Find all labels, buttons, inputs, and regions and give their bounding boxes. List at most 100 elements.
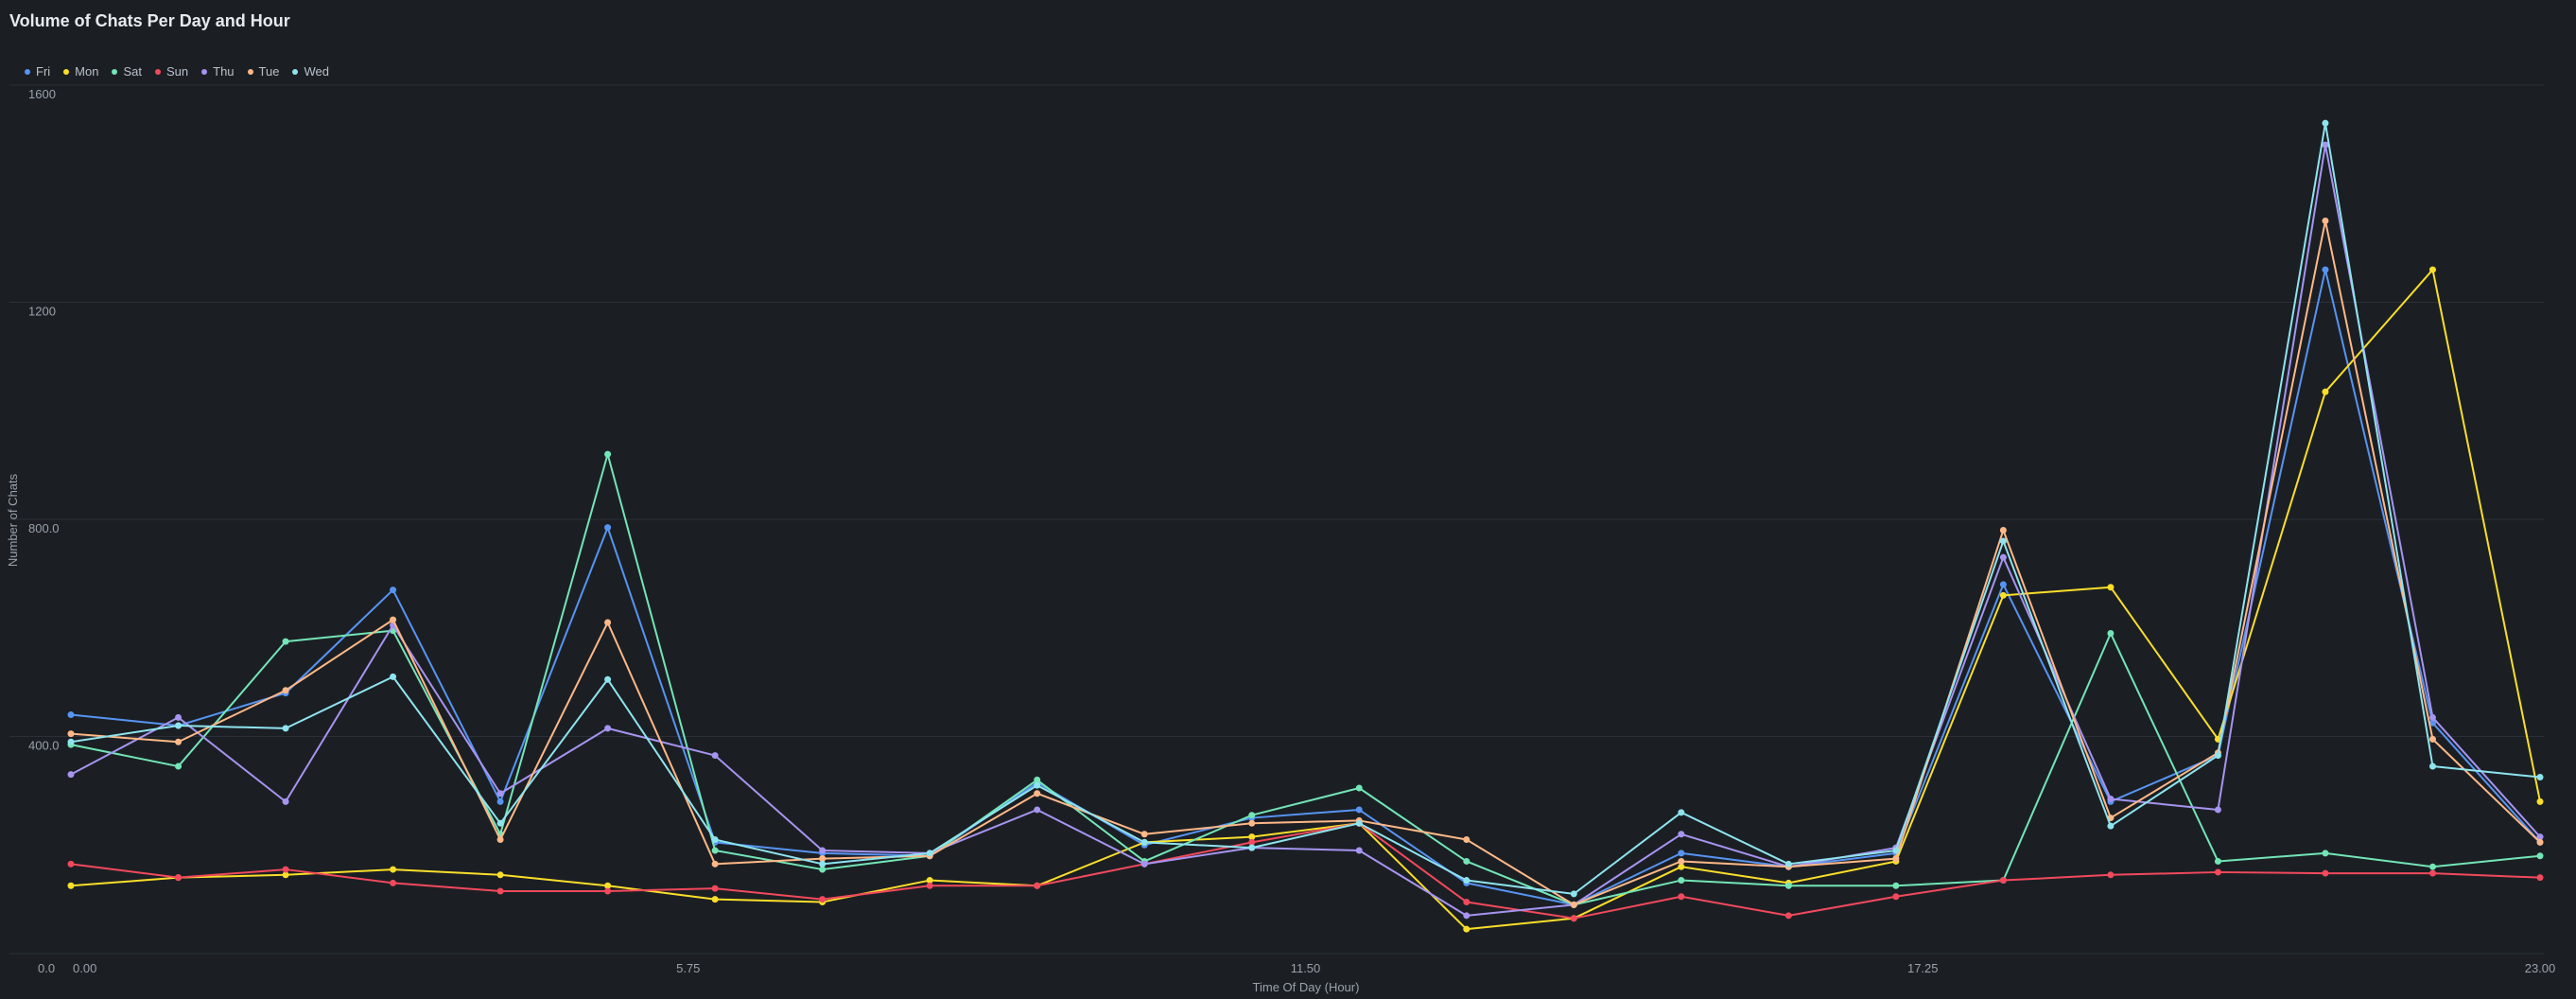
data-point-sun (711, 885, 719, 892)
data-point-fri (1678, 850, 1685, 857)
legend-swatch (63, 68, 70, 75)
data-point-tue (1463, 836, 1471, 844)
data-point-wed (1140, 838, 1148, 846)
data-point-sat (1784, 882, 1792, 889)
series-line-thu (70, 144, 2541, 917)
x-tick-label: 5.75 (676, 961, 700, 975)
data-point-thu (604, 725, 612, 732)
series-line-fri (70, 269, 2541, 906)
legend-item-wed[interactable]: Wed (292, 64, 329, 79)
data-point-wed (282, 725, 289, 732)
data-point-mon (604, 882, 612, 889)
data-point-wed (819, 860, 827, 868)
data-point-sun (2214, 868, 2221, 876)
data-point-wed (1034, 781, 1041, 789)
data-point-tue (1140, 831, 1148, 838)
legend-item-fri[interactable]: Fri (25, 64, 50, 79)
data-point-mon (1678, 863, 1685, 870)
legend-label: Fri (36, 64, 51, 79)
data-point-mon (1999, 591, 2007, 599)
data-point-wed (1355, 819, 1363, 827)
chart-title: Volume of Chats Per Day and Hour (9, 11, 290, 30)
data-point-thu (2214, 806, 2221, 814)
data-point-mon (1463, 925, 1471, 933)
data-point-tue (604, 619, 612, 626)
data-point-mon (2536, 797, 2544, 805)
data-point-sat (1034, 776, 1041, 783)
data-point-thu (2536, 833, 2544, 841)
data-point-sat (2107, 629, 2115, 637)
data-point-sun (604, 887, 612, 895)
data-point-wed (711, 836, 719, 844)
data-point-wed (1463, 877, 1471, 885)
data-point-sun (1463, 898, 1471, 905)
legend-label: Sun (165, 64, 189, 79)
data-point-tue (2536, 838, 2544, 846)
data-point-wed (2428, 762, 2436, 770)
data-point-thu (1140, 860, 1148, 868)
data-point-sun (926, 882, 933, 889)
data-point-tue (496, 836, 504, 844)
data-point-tue (1892, 855, 1900, 863)
legend-item-sat[interactable]: Sat (112, 64, 142, 79)
data-point-wed (1570, 890, 1577, 898)
series-line-wed (70, 122, 2541, 895)
data-point-sun (1034, 882, 1041, 889)
data-point-wed (1999, 537, 2007, 545)
data-point-mon (2428, 266, 2436, 273)
data-point-tue (175, 738, 183, 745)
data-point-sun (1570, 915, 1577, 922)
legend-item-tue[interactable]: Tue (247, 64, 279, 79)
data-point-wed (2536, 774, 2544, 781)
x-axis-label: Time Of Day (Hour) (1253, 980, 1360, 994)
data-point-wed (2107, 822, 2115, 830)
data-point-sat (2428, 863, 2436, 870)
y-tick-label: 400.0 (28, 739, 60, 753)
data-point-sun (1678, 893, 1685, 901)
data-point-sun (819, 896, 827, 903)
data-point-wed (175, 722, 183, 729)
x-tick-label: 17.25 (1907, 961, 1939, 975)
legend-item-mon[interactable]: Mon (63, 64, 98, 79)
data-point-fri (1355, 806, 1363, 814)
data-point-sun (2322, 869, 2329, 877)
data-point-tue (1999, 526, 2007, 534)
data-point-wed (926, 850, 933, 857)
y-tick-label: 800.0 (28, 521, 60, 535)
legend-item-thu[interactable]: Thu (201, 64, 235, 79)
chart-legend: Fri Mon Sat Sun Thu Tue Wed (25, 64, 329, 79)
legend-swatch (292, 68, 299, 75)
data-point-thu (2322, 141, 2329, 149)
data-point-tue (390, 616, 397, 623)
data-point-sun (390, 879, 397, 886)
data-point-tue (2322, 217, 2329, 224)
data-point-fri (1999, 581, 2007, 588)
data-point-sun (1892, 893, 1900, 901)
data-point-sun (496, 887, 504, 895)
data-point-thu (282, 797, 289, 805)
data-point-thu (175, 713, 183, 721)
data-point-tue (1034, 790, 1041, 797)
y-tick-label: 1600 (28, 87, 56, 101)
data-point-wed (604, 675, 612, 683)
data-point-sun (282, 866, 289, 873)
data-point-mon (282, 871, 289, 879)
data-point-sat (711, 847, 719, 854)
data-point-fri (390, 587, 397, 594)
legend-label: Mon (75, 64, 99, 79)
data-point-mon (2107, 584, 2115, 591)
data-point-thu (1463, 912, 1471, 920)
data-point-sat (175, 762, 183, 770)
legend-label: Thu (213, 64, 235, 79)
x-tick-label: 23.00 (2525, 961, 2556, 975)
data-point-mon (1248, 833, 1256, 841)
legend-item-sun[interactable]: Sun (154, 64, 189, 79)
data-point-sun (2536, 874, 2544, 882)
data-point-mon (926, 877, 933, 885)
data-point-tue (819, 855, 827, 863)
legend-swatch (112, 68, 118, 75)
data-point-wed (2322, 119, 2329, 127)
data-point-thu (1678, 831, 1685, 838)
